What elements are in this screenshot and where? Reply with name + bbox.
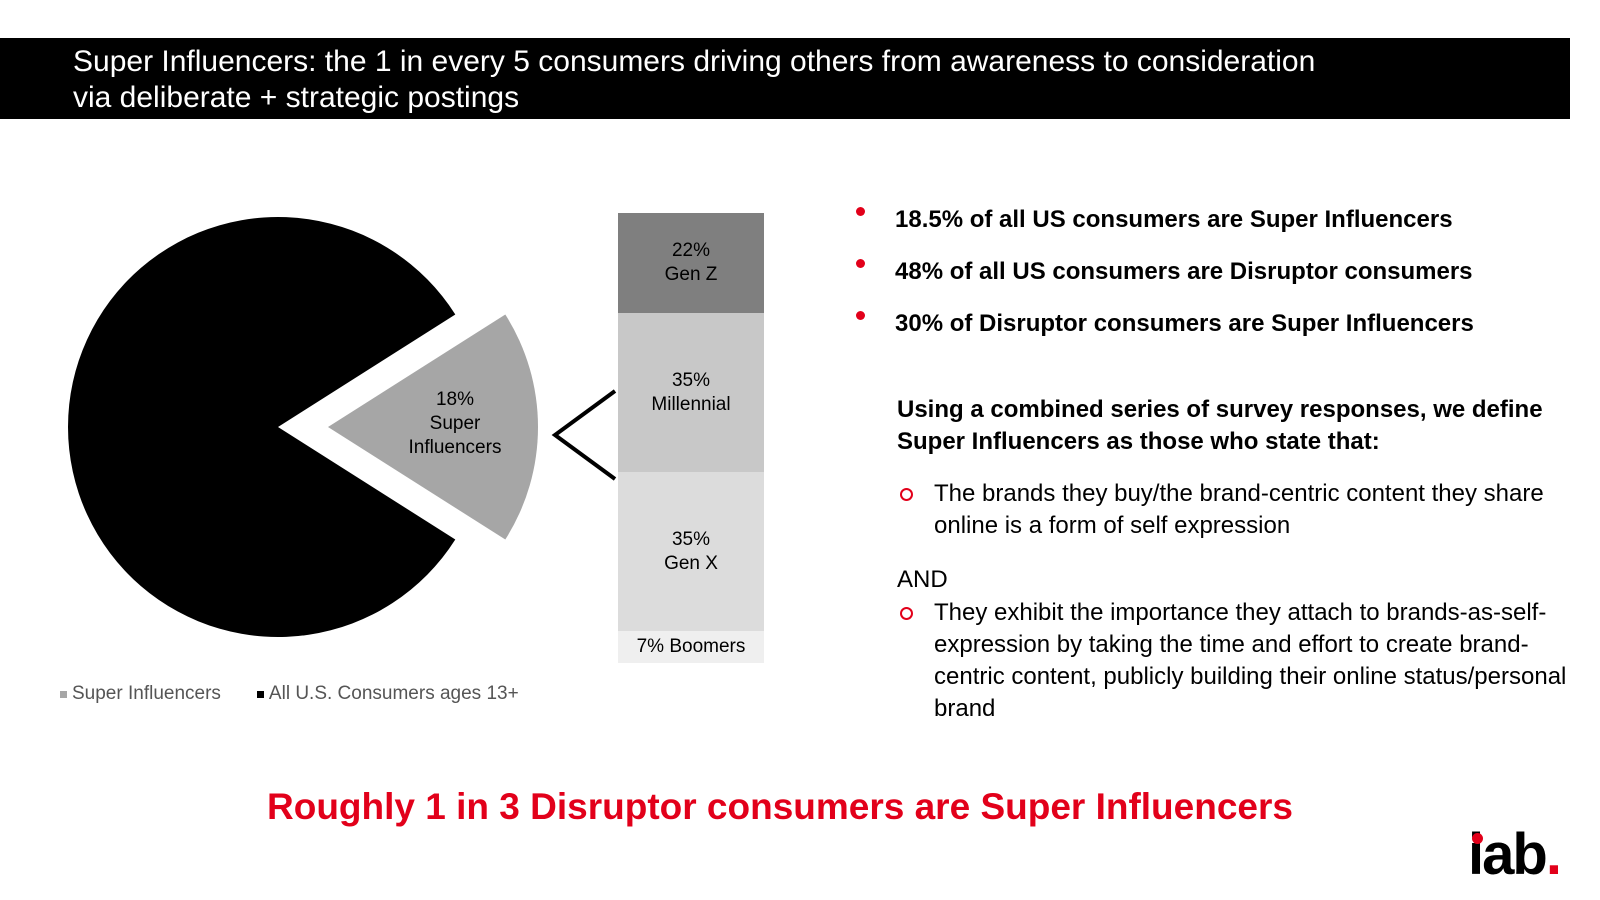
gen-z-percent: 22% — [671, 240, 711, 261]
pie-legend: Super Influencers All U.S. Consumers age… — [60, 683, 519, 705]
logo-text: iab — [1468, 822, 1548, 887]
legend-item-all-consumers: All U.S. Consumers ages 13+ — [256, 683, 519, 705]
millennial-label: Millennial — [651, 393, 731, 415]
gen-x-percent: 35% — [671, 528, 711, 550]
title-bar: Super Influencers: the 1 in every 5 cons… — [0, 38, 1570, 119]
criterion-item: They exhibit the importance they attach … — [897, 597, 1577, 725]
red-bullet-icon — [856, 311, 865, 320]
bar-segment-millennial: 35% Millennial — [618, 313, 764, 473]
and-connector: AND — [897, 566, 948, 593]
circle-bullet-icon — [900, 607, 913, 620]
logo-period: . — [1545, 822, 1562, 887]
stat-item: 18.5% of all US consumers are Super Infl… — [856, 205, 1474, 257]
criterion-item: The brands they buy/the brand-centric co… — [897, 478, 1577, 542]
pie-slice-label: 18% Super Influencers — [380, 388, 530, 460]
pie-label-line-3: Influencers — [408, 437, 502, 458]
pie-chart — [68, 217, 538, 637]
boomers-label: 7% Boomers — [636, 636, 746, 658]
logo-dot-icon — [1472, 833, 1483, 844]
bar-segment-gen-z: 22% Gen Z — [618, 213, 764, 313]
red-bullet-icon — [856, 207, 865, 216]
pie-label-line-2: Super — [429, 413, 481, 434]
stat-text: 48% of all US consumers are Disruptor co… — [895, 258, 1473, 285]
circle-bullet-icon — [900, 488, 913, 501]
legend-item-super-influencers: Super Influencers — [60, 683, 221, 705]
pie-slice-all-consumers — [68, 217, 456, 637]
bar-segment-gen-x: 35% Gen X — [618, 472, 764, 632]
legend-label-super-influencers: Super Influencers — [72, 683, 221, 704]
stats-list: 18.5% of all US consumers are Super Infl… — [856, 205, 1474, 361]
stat-item: 30% of Disruptor consumers are Super Inf… — [856, 309, 1474, 361]
red-bullet-icon — [856, 259, 865, 268]
criterion-text: They exhibit the importance they attach … — [934, 599, 1567, 722]
legend-swatch-black — [256, 690, 264, 698]
pie-label-percent: 18% — [435, 389, 475, 410]
bar-segment-boomers: 7% Boomers — [618, 631, 764, 663]
stat-text: 30% of Disruptor consumers are Super Inf… — [895, 310, 1474, 337]
title-line-2: via deliberate + strategic postings — [73, 81, 520, 114]
stat-item: 48% of all US consumers are Disruptor co… — [856, 257, 1474, 309]
definition-text: Using a combined series of survey respon… — [897, 396, 1543, 455]
millennial-percent: 35% — [671, 369, 711, 391]
criterion-text: The brands they buy/the brand-centric co… — [934, 480, 1544, 539]
bottom-line-callout: Roughly 1 in 3 Disruptor consumers are S… — [267, 786, 1293, 827]
pie-slice-super-influencers — [328, 314, 538, 540]
chevron-left-icon — [551, 389, 617, 481]
legend-label-all-consumers: All U.S. Consumers ages 13+ — [268, 683, 519, 704]
legend-swatch-gray — [60, 690, 67, 698]
title-line-1: Super Influencers: the 1 in every 5 cons… — [73, 45, 1316, 78]
stat-text: 18.5% of all US consumers are Super Infl… — [895, 206, 1453, 233]
iab-logo: iab. — [1468, 820, 1562, 890]
gen-z-label: Gen Z — [664, 264, 718, 285]
gen-x-label: Gen X — [664, 552, 718, 574]
